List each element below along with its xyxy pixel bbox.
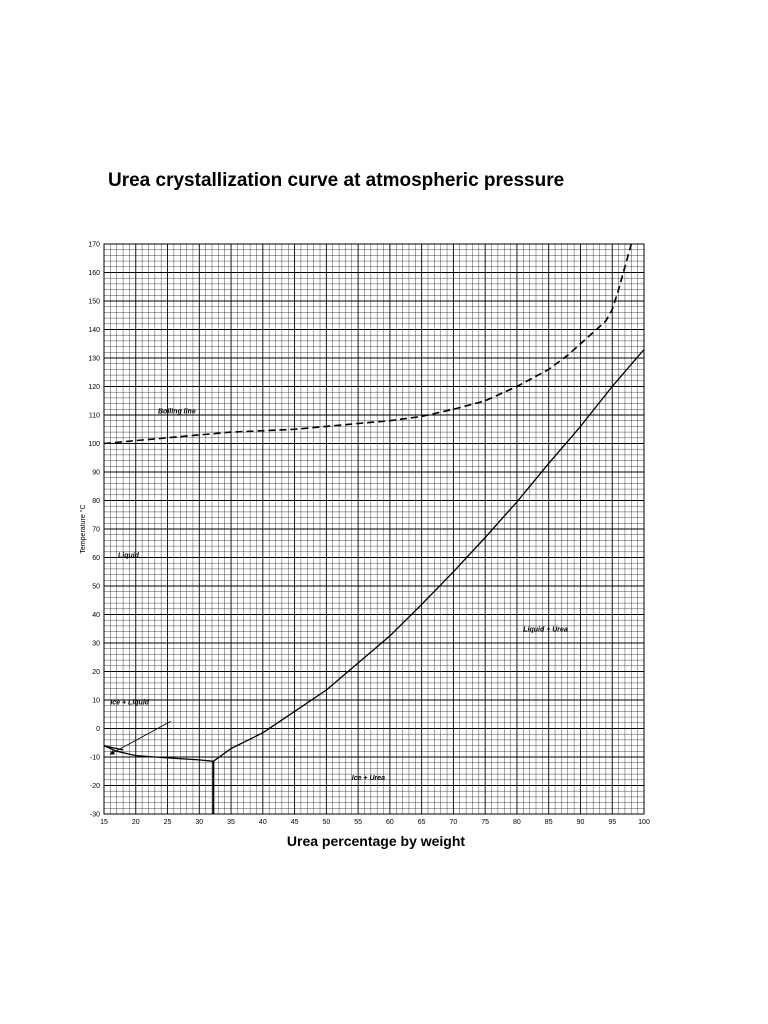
x-tick-label: 100	[638, 819, 650, 826]
region-label: Liquid	[118, 553, 140, 560]
series-group	[103, 243, 645, 814]
boiling-line-series	[103, 243, 633, 445]
region-label: Ice + Urea	[352, 775, 385, 782]
y-tick-label: 0	[96, 726, 100, 733]
x-tick-label: 40	[259, 819, 267, 826]
y-tick-label: -30	[90, 812, 100, 819]
x-tick-label: 95	[608, 819, 616, 826]
x-tick-label: 50	[322, 819, 330, 826]
x-tick-label: 60	[386, 819, 394, 826]
grid	[103, 243, 645, 815]
x-tick-label: 30	[195, 819, 203, 826]
phase-boundary-series-2	[103, 745, 214, 762]
x-tick-label: 25	[164, 819, 172, 826]
y-tick-label: -10	[90, 755, 100, 762]
x-tick-label: 20	[132, 819, 140, 826]
x-tick-label: 85	[545, 819, 553, 826]
phase-boundary-series-1	[212, 349, 645, 762]
y-tick-label: 10	[92, 698, 100, 705]
y-tick-label: 50	[92, 584, 100, 591]
region-label: Boiling line	[158, 409, 196, 416]
y-tick-label: 170	[88, 242, 100, 249]
y-axis-label: Temperature °C	[79, 504, 87, 553]
region-label: Liquid + Urea	[523, 627, 568, 634]
plot-frame	[103, 243, 645, 815]
x-tick-label: 15	[100, 819, 108, 826]
y-tick-label: 160	[88, 270, 100, 277]
y-tick-label: 120	[88, 384, 100, 391]
x-tick-label: 75	[481, 819, 489, 826]
x-tick-label: 35	[227, 819, 235, 826]
y-tick-label: 40	[92, 612, 100, 619]
x-tick-label: 90	[577, 819, 585, 826]
region-label: Ice + Liquid	[110, 699, 149, 706]
x-tick-label: 45	[291, 819, 299, 826]
y-tick-label: -20	[90, 783, 100, 790]
x-tick-label: 65	[418, 819, 426, 826]
y-tick-label: 30	[92, 641, 100, 648]
x-tick-label: 80	[513, 819, 521, 826]
x-tick-label: 55	[354, 819, 362, 826]
x-axis-label: Urea percentage by weight	[287, 833, 466, 849]
y-tick-label: 90	[92, 470, 100, 477]
y-tick-label: 20	[92, 669, 100, 676]
chart-title: Urea crystallization curve at atmospheri…	[108, 170, 565, 191]
y-tick-label: 110	[89, 413, 100, 420]
y-tick-label: 80	[92, 498, 100, 505]
y-tick-label: 140	[88, 327, 100, 334]
labels-group: 15 20 25 30 35 40 45 50 55 60 65 70 75 80 85 90 95 100-30…	[88, 242, 650, 827]
y-tick-label: 130	[88, 356, 100, 363]
annotation-arrow	[109, 721, 171, 755]
y-tick-label: 60	[92, 555, 100, 562]
x-tick-label: 70	[450, 819, 458, 826]
y-tick-label: 70	[92, 527, 100, 534]
y-tick-label: 100	[88, 441, 100, 448]
y-tick-label: 150	[88, 299, 100, 306]
